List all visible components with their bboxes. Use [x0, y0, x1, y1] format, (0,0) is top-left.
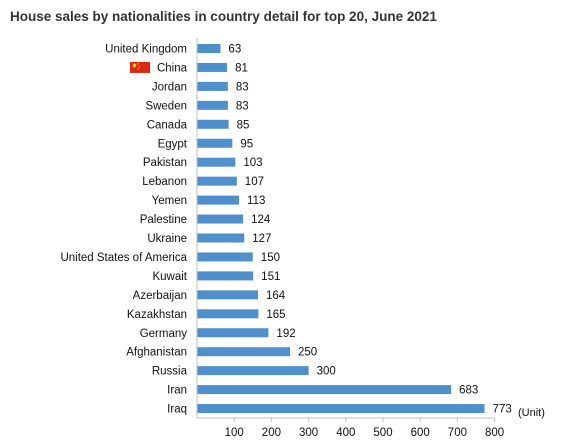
bar [197, 347, 290, 357]
value-label: 773 [493, 404, 512, 416]
value-label: 83 [236, 100, 249, 112]
category-label: Palestine [140, 214, 187, 226]
bar [197, 195, 240, 205]
category-label: Pakistan [143, 157, 187, 169]
bar [197, 44, 221, 53]
value-label: 85 [237, 119, 250, 131]
value-label: 81 [235, 62, 248, 74]
flag-star-small [138, 66, 140, 69]
category-label: Ukraine [147, 233, 187, 245]
bar [197, 214, 244, 224]
value-label: 127 [252, 233, 271, 245]
value-label: 113 [247, 195, 265, 207]
category-label: Azerbaijan [133, 290, 187, 302]
category-label: Iran [167, 385, 187, 397]
china-flag-icon [130, 61, 150, 73]
value-label: 683 [459, 385, 478, 397]
x-tick-label: 400 [336, 427, 355, 439]
bar [197, 404, 485, 414]
category-label: Egypt [158, 138, 188, 150]
bar [197, 81, 228, 91]
x-tick-label: 100 [225, 427, 244, 439]
category-label: Germany [140, 328, 188, 340]
bar [197, 385, 452, 395]
bar [197, 138, 233, 148]
x-tick-label: 500 [373, 427, 392, 439]
bar [197, 100, 228, 110]
x-tick-label: 800 [485, 427, 504, 439]
value-label: 151 [261, 271, 280, 283]
bar [197, 309, 259, 319]
value-label: 165 [266, 309, 285, 321]
flag-star [132, 63, 137, 68]
bar [197, 62, 228, 72]
category-label: Yemen [152, 195, 187, 207]
category-label: Lebanon [142, 176, 187, 188]
x-tick-label: 300 [299, 427, 318, 439]
bar [197, 328, 269, 338]
bar [197, 157, 236, 167]
x-tick-label: 200 [262, 427, 281, 439]
bar [197, 176, 237, 186]
flag-star-small [138, 64, 140, 67]
category-label: Russia [152, 366, 188, 378]
unit-label: (Unit) [518, 407, 545, 419]
category-label: Kazakhstan [127, 309, 187, 321]
value-label: 250 [298, 347, 317, 359]
x-tick-label: 600 [411, 427, 430, 439]
value-label: 164 [266, 290, 286, 302]
category-label: Canada [147, 119, 188, 131]
value-label: 150 [261, 252, 280, 264]
category-label: United Kingdom [105, 44, 187, 56]
bar [197, 119, 229, 129]
value-label: 300 [317, 366, 336, 378]
category-label: China [157, 62, 188, 74]
chart-title: House sales by nationalities in country … [10, 9, 437, 24]
value-label: 124 [251, 214, 271, 226]
bar [197, 290, 259, 300]
value-label: 192 [276, 328, 295, 340]
category-label: Sweden [145, 100, 187, 112]
x-tick-label: 700 [448, 427, 467, 439]
flag-star-small [137, 63, 139, 65]
category-label: Kuwait [152, 271, 187, 283]
value-label: 83 [236, 81, 249, 93]
category-label: Jordan [152, 81, 187, 93]
category-label: Afghanistan [126, 347, 187, 359]
flag-star-small [137, 68, 139, 70]
value-label: 107 [245, 176, 264, 188]
value-label: 63 [228, 44, 241, 56]
flag-field [130, 61, 150, 73]
bar [197, 271, 254, 281]
category-label: Iraq [167, 404, 187, 416]
value-label: 95 [240, 138, 253, 150]
value-label: 103 [243, 157, 262, 169]
bar [197, 233, 245, 243]
bar [197, 366, 309, 376]
bar [197, 252, 253, 262]
category-label: United States of America [60, 252, 187, 264]
